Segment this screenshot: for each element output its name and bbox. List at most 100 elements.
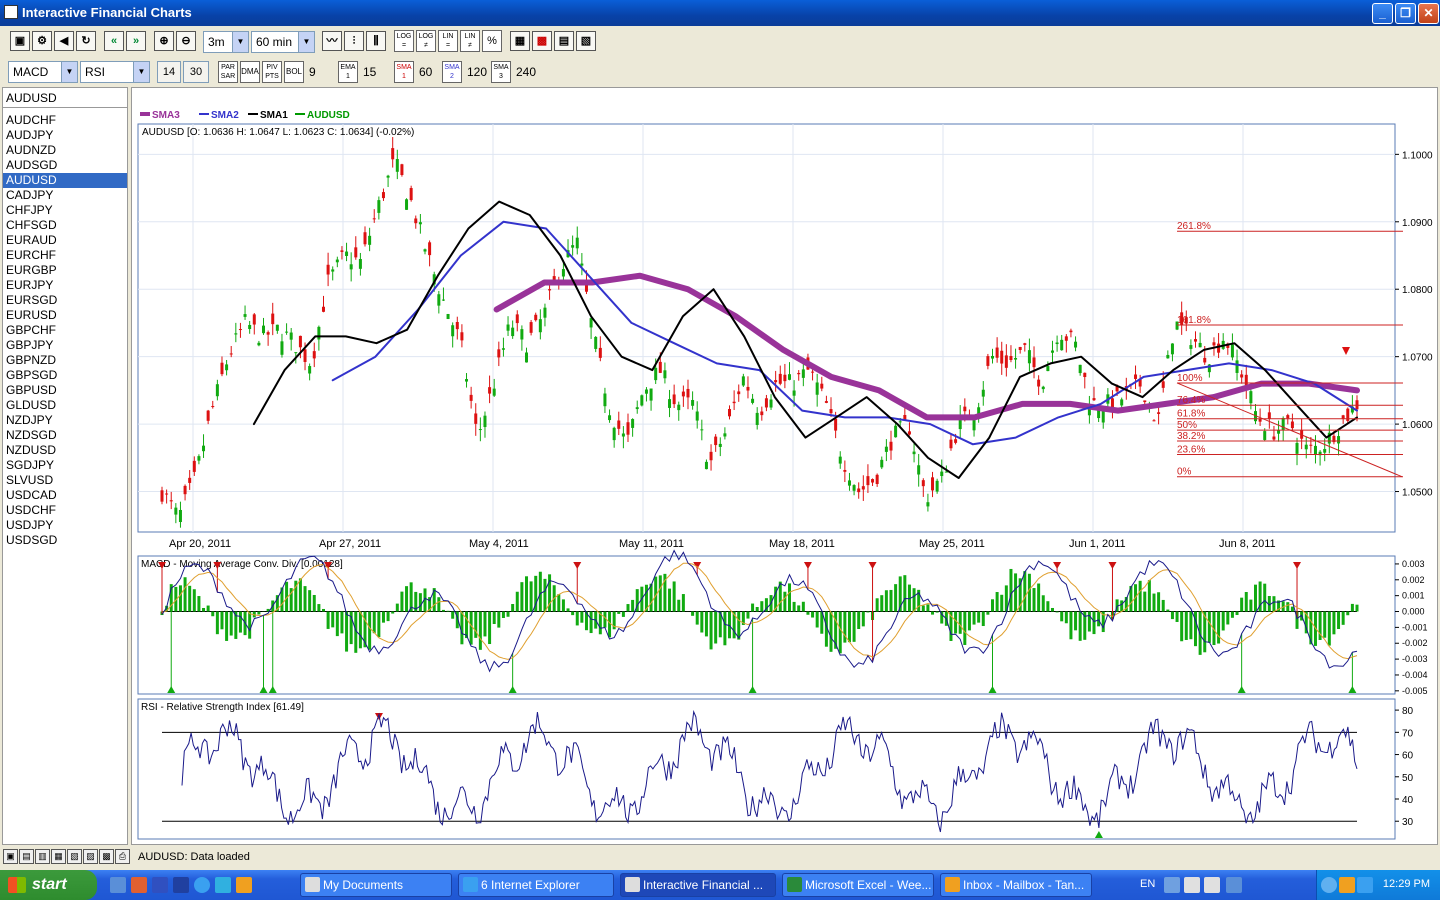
tray-tool-icon[interactable] [1164, 877, 1180, 893]
sound-icon[interactable]: ◀ [54, 31, 74, 51]
symbol-item[interactable]: GBPUSD [6, 383, 57, 397]
price-panel[interactable] [137, 123, 1396, 533]
symbol-item[interactable]: USDJPY [6, 518, 54, 532]
symbol-item[interactable]: NZDUSD [6, 443, 56, 457]
log-notequal-button[interactable]: LOG ≠ [416, 30, 436, 52]
update-icon[interactable] [1357, 877, 1373, 893]
chart-tool-3-icon[interactable]: ▤ [554, 31, 574, 51]
sma2-value[interactable]: 120 [467, 65, 488, 79]
chart-tool-2-icon[interactable]: ▩ [532, 31, 552, 51]
sma1-button[interactable]: SMA 1 [394, 61, 414, 83]
status-tool-icon[interactable]: ▨ [83, 849, 98, 864]
symbol-item[interactable]: EURCHF [6, 248, 56, 262]
symbol-item[interactable]: AUDSGD [6, 158, 58, 172]
period-select[interactable]: 3m ▼ [203, 31, 249, 53]
symbol-item[interactable]: GBPSGD [6, 368, 58, 382]
lin-notequal-button[interactable]: LIN ≠ [460, 30, 480, 52]
zoom-out-icon[interactable]: ⊖ [176, 31, 196, 51]
outlook-icon[interactable] [152, 877, 168, 893]
language-indicator[interactable]: EN [1140, 878, 1156, 890]
task-my-documents[interactable]: My Documents [300, 873, 452, 897]
task-excel[interactable]: Microsoft Excel - Wee... [782, 873, 934, 897]
task-internet-explorer[interactable]: 6 Internet Explorer [458, 873, 614, 897]
ema-button[interactable]: EMA 1 [338, 61, 358, 83]
interval-select[interactable]: 60 min ▼ [251, 31, 315, 53]
keyboard-icon[interactable] [1184, 877, 1200, 893]
symbol-item[interactable]: NZDSGD [6, 428, 57, 442]
indicator2-select[interactable]: RSI ▼ [80, 61, 150, 83]
indicator1-select[interactable]: MACD ▼ [8, 61, 78, 83]
start-button[interactable]: start [0, 870, 97, 900]
bar-chart-icon[interactable]: ⫶ [344, 31, 364, 51]
sma1-value[interactable]: 60 [419, 65, 433, 79]
period2-field[interactable]: 30 [183, 61, 209, 83]
internet-explorer-icon[interactable] [194, 877, 210, 893]
candlestick-chart-icon[interactable]: ⫼ [366, 31, 386, 51]
task-inbox[interactable]: Inbox - Mailbox - Tan... [940, 873, 1092, 897]
browser-icon[interactable] [131, 877, 147, 893]
chart-tool-4-icon[interactable]: ▧ [576, 31, 596, 51]
sma3-value[interactable]: 240 [516, 65, 537, 79]
symbol-item[interactable]: EURAUD [6, 233, 57, 247]
sma2-button[interactable]: SMA 2 [442, 61, 462, 83]
symbol-item[interactable]: USDCAD [6, 488, 57, 502]
symbol-item[interactable]: EURSGD [6, 293, 58, 307]
symbol-item[interactable]: CHFJPY [6, 203, 53, 217]
symbol-item[interactable]: EURGBP [6, 263, 57, 277]
settings-icon[interactable]: ⚙ [32, 31, 52, 51]
status-tool-icon[interactable]: ▦ [51, 849, 66, 864]
ie-quicklaunch-icon[interactable] [215, 877, 231, 893]
status-tool-icon[interactable]: ▧ [67, 849, 82, 864]
chart-tool-1-icon[interactable]: ▦ [510, 31, 530, 51]
publisher-icon[interactable] [173, 877, 189, 893]
sma3-button[interactable]: SMA 3 [491, 61, 511, 83]
parabolic-sar-button[interactable]: PAR SAR [218, 61, 238, 83]
symbol-item[interactable]: USDSGD [6, 533, 58, 547]
bollinger-button[interactable]: BOL [284, 61, 304, 83]
symbol-item[interactable]: GBPCHF [6, 323, 57, 337]
symbol-item[interactable]: CHFSGD [6, 218, 57, 232]
pivot-points-button[interactable]: PIV PTS [262, 61, 282, 83]
symbol-item[interactable]: USDCHF [6, 503, 56, 517]
chart-area[interactable]: SMA3 SMA2 SMA1 AUDUSD Apr 20, 2011 Apr 27, 20… [131, 87, 1438, 845]
status-tool-icon[interactable]: ▥ [35, 849, 50, 864]
macd-panel[interactable] [137, 555, 1396, 695]
ema-value[interactable]: 15 [363, 65, 377, 79]
tray-arrow-icon[interactable] [1226, 877, 1242, 893]
scroll-left-icon[interactable]: « [104, 31, 124, 51]
refresh-icon[interactable]: ↻ [76, 31, 96, 51]
task-interactive-financial[interactable]: Interactive Financial ... [620, 873, 776, 897]
symbol-item[interactable]: AUDJPY [6, 128, 54, 142]
symbol-item[interactable]: AUDUSD [3, 173, 127, 188]
status-tool-icon[interactable]: ▩ [99, 849, 114, 864]
status-tool-icon[interactable]: ▤ [19, 849, 34, 864]
status-tool-icon[interactable]: ▣ [3, 849, 18, 864]
symbol-item[interactable]: EURJPY [6, 278, 54, 292]
close-button[interactable]: ✕ [1418, 3, 1439, 24]
restore-button[interactable]: ❐ [1395, 3, 1416, 24]
chart-canvas[interactable]: SMA3 SMA2 SMA1 AUDUSD Apr 20, 2011 Apr 27, 20… [132, 88, 1439, 846]
help-icon[interactable] [1204, 877, 1220, 893]
save-icon[interactable]: ▣ [10, 31, 30, 51]
symbol-item[interactable]: SGDJPY [6, 458, 55, 472]
symbol-item[interactable]: GBPJPY [6, 338, 54, 352]
bollinger-value[interactable]: 9 [309, 65, 316, 79]
period1-field[interactable]: 14 [157, 61, 181, 83]
rsi-panel[interactable] [137, 698, 1396, 840]
symbol-item[interactable]: AUDCHF [6, 113, 56, 127]
dma-button[interactable]: DMA [240, 61, 260, 83]
symbol-item[interactable]: EURUSD [6, 308, 57, 322]
symbol-item[interactable]: AUDNZD [6, 143, 56, 157]
lin-equal-button[interactable]: LIN = [438, 30, 458, 52]
zoom-in-icon[interactable]: ⊕ [154, 31, 174, 51]
network-icon[interactable] [1321, 877, 1337, 893]
line-chart-icon[interactable]: 〰 [322, 31, 342, 51]
symbol-item[interactable]: SLVUSD [6, 473, 54, 487]
symbol-item[interactable]: CADJPY [6, 188, 54, 202]
symbol-item[interactable]: GLDUSD [6, 398, 57, 412]
office-icon[interactable] [236, 877, 252, 893]
minimize-button[interactable]: _ [1372, 3, 1393, 24]
office-tray-icon[interactable] [1339, 877, 1355, 893]
log-equal-button[interactable]: LOG = [394, 30, 414, 52]
scroll-right-icon[interactable]: » [126, 31, 146, 51]
